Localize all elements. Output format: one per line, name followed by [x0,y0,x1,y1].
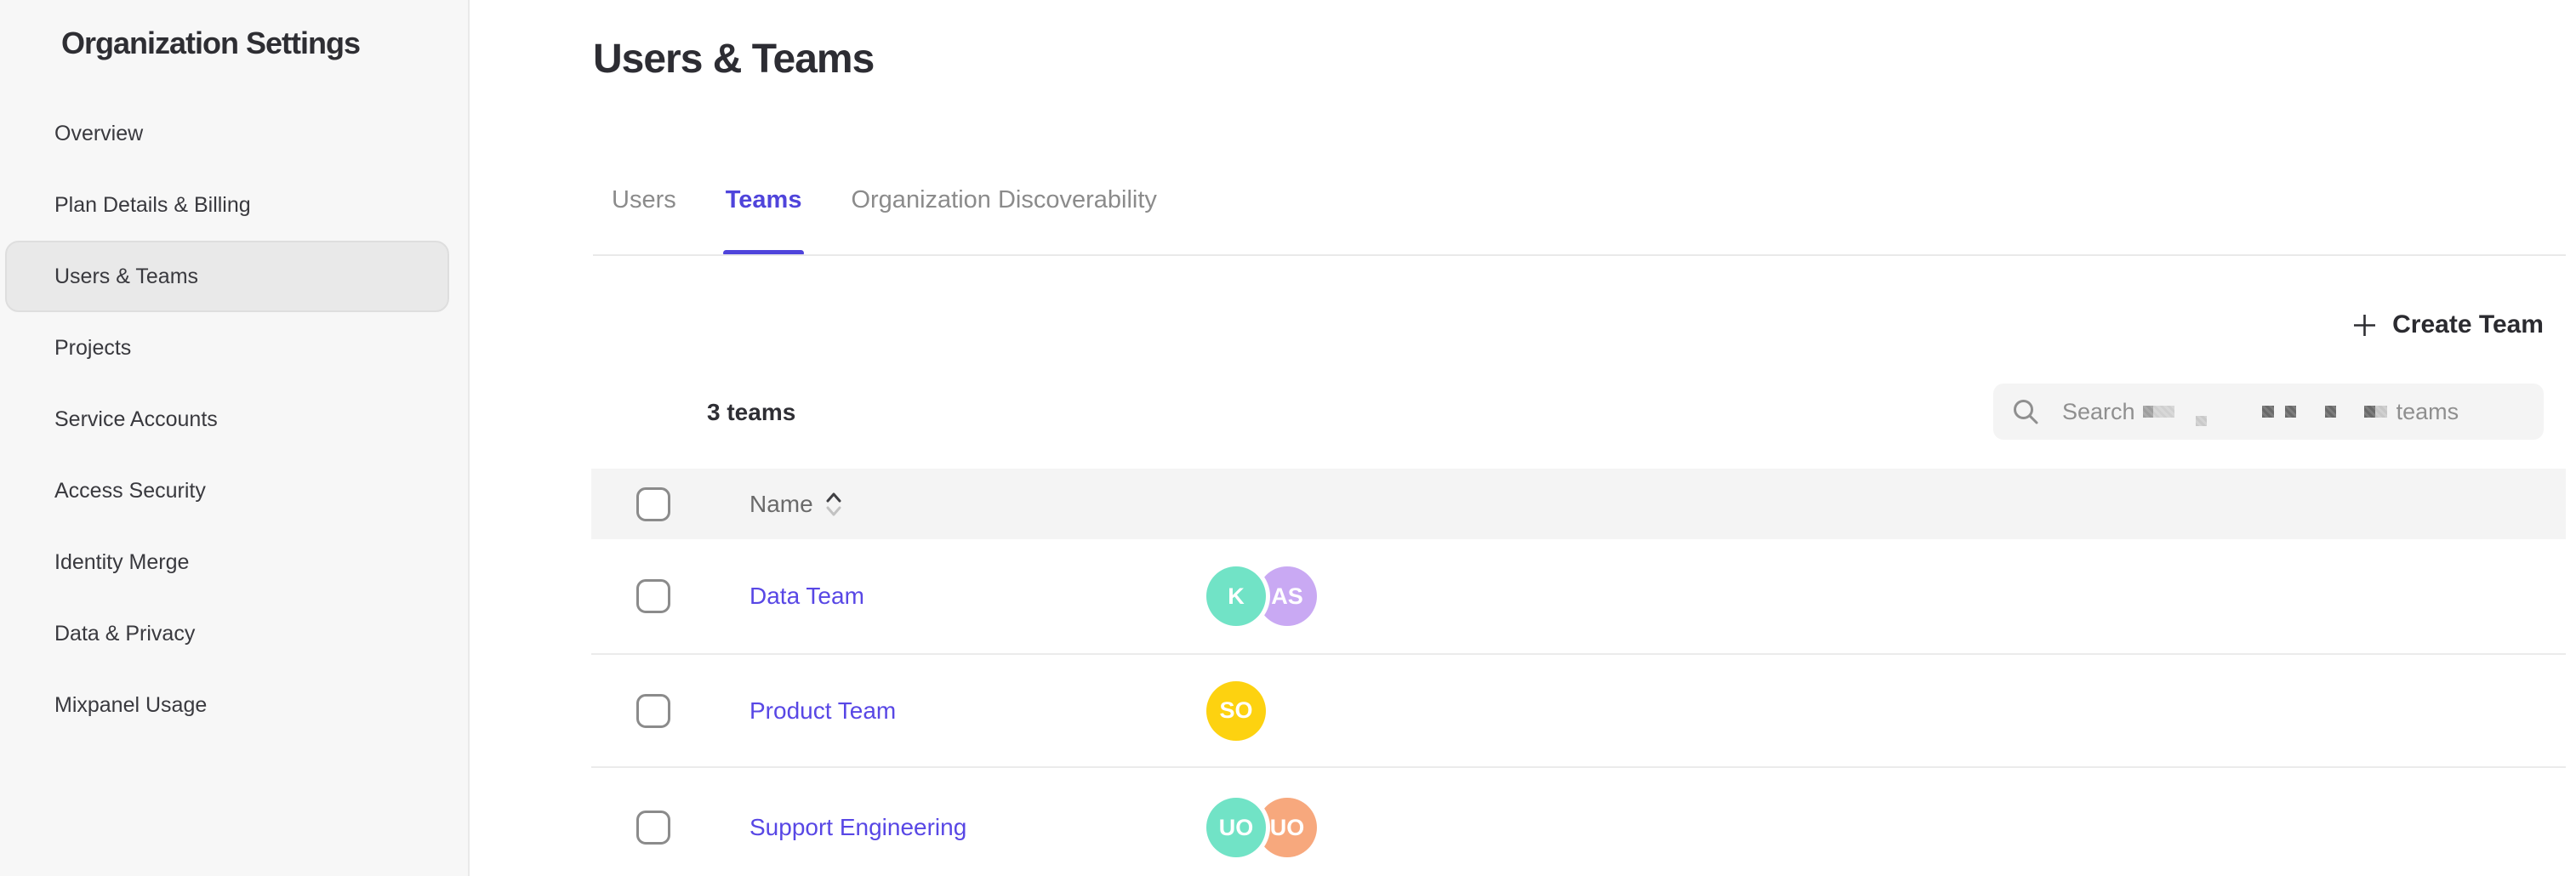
sidebar-item-users-teams[interactable]: Users & Teams [5,241,449,312]
team-search-input[interactable]: Search teams [1993,384,2544,440]
avatar-group: SO [1206,680,1266,741]
sidebar-item-overview[interactable]: Overview [54,121,144,145]
avatar: AS [1257,566,1317,626]
avatar-group: K AS [1206,566,1317,626]
table-header-row: Name [591,469,2566,539]
tab-teams-label: Teams [725,186,802,213]
main-content: Users & Teams Users Teams Organization D… [471,0,2576,876]
sidebar-title: Organization Settings [61,26,361,60]
search-placeholder-suffix: teams [2396,398,2459,424]
select-all-checkbox[interactable] [636,486,670,521]
tab-users[interactable]: Users [612,186,676,213]
sidebar-item-service-accounts[interactable]: Service Accounts [54,407,218,431]
redacted-text-block [2284,406,2296,418]
redacted-text-block [2142,406,2153,418]
avatar: SO [1206,680,1266,741]
avatar: UO [1206,798,1266,857]
team-name-link[interactable]: Product Team [749,697,897,724]
tab-bar: Users Teams Organization Discoverability [587,174,1182,256]
sidebar-item-mixpanel-usage[interactable]: Mixpanel Usage [54,692,208,717]
sidebar-item-data-privacy[interactable]: Data & Privacy [54,621,196,646]
sidebar-item-access-security[interactable]: Access Security [54,478,206,503]
row-checkbox[interactable] [636,579,670,613]
sidebar-nav: Overview Plan Details & Billing Users & … [5,98,449,741]
redacted-text-block [2152,406,2174,418]
active-tab-underline [722,250,805,256]
page-title: Users & Teams [593,37,875,82]
table-row: Product Team SO [591,655,2566,768]
teams-count: 3 teams [707,399,796,425]
sidebar: Organization Settings Overview Plan Deta… [0,0,470,876]
search-placeholder-prefix: Search [2062,398,2135,424]
team-name-link[interactable]: Support Engineering [749,814,967,840]
create-team-label: Create Team [2392,310,2544,338]
plus-icon [2354,314,2376,336]
teams-table: Name Data Team K AS Product Team SO [591,469,2566,876]
tab-bar-divider [593,254,2566,256]
avatar-group: UO UO [1206,798,1317,857]
sort-icon[interactable] [825,489,842,520]
sidebar-item-plan-details-billing[interactable]: Plan Details & Billing [54,192,251,217]
row-checkbox[interactable] [636,811,670,845]
redacted-text-block [2374,406,2387,418]
search-icon [2014,400,2038,424]
redacted-text-block [2324,406,2336,418]
redacted-text-block [2195,416,2207,426]
sidebar-item-projects[interactable]: Projects [54,335,132,360]
tab-organization-discoverability[interactable]: Organization Discoverability [851,186,1157,213]
redacted-text-block [2363,406,2375,418]
table-row: Support Engineering UO UO [591,768,2566,876]
redacted-text-block [2261,406,2274,418]
avatar: UO [1257,798,1317,857]
tab-teams[interactable]: Teams [701,174,827,256]
create-team-button[interactable]: Create Team [2351,299,2544,350]
row-checkbox[interactable] [636,693,670,728]
avatar: K [1206,566,1266,626]
team-name-link[interactable]: Data Team [749,583,864,609]
table-row: Data Team K AS [591,539,2566,655]
sidebar-item-identity-merge[interactable]: Identity Merge [54,549,190,574]
column-header-name[interactable]: Name [749,490,813,517]
